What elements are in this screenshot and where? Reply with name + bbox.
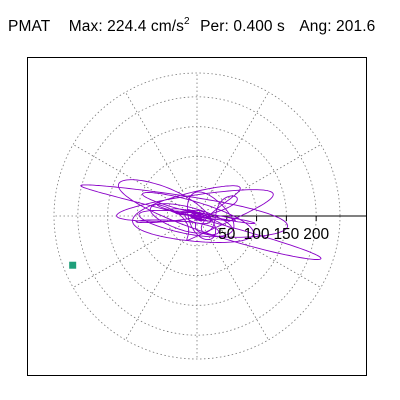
grid-spoke [72,215,198,288]
radial-tick-labels: 50 100 150 200 [218,226,329,243]
angle-value: 201.6 [336,18,376,35]
grid-spoke [196,91,269,217]
plot-frame [27,57,367,376]
grid-spoke [196,144,322,217]
peak-marker [69,261,77,269]
radial-tick-label: 50 [218,226,236,243]
radial-tick-label: 200 [303,226,329,243]
orbit-series-line [80,179,322,260]
period-label: Per: [200,18,229,35]
period-value: 0.400 s [233,18,285,35]
grid-spoke [125,215,198,341]
radial-tick-label: 100 [244,226,270,243]
component-name: PMAT [8,18,51,35]
max-unit: cm/s2 [150,16,190,35]
chart-title: PMAT Max: 224.4 cm/s2 Per: 0.400 s Ang: … [8,16,376,36]
grid-spoke [125,91,198,217]
peak-point [69,261,77,269]
angle-label: Ang: [299,18,332,35]
max-label: Max: [68,18,103,35]
orbit-trace [80,179,322,260]
max-value: 224.4 [107,18,147,35]
radial-tick-label: 150 [273,226,299,243]
